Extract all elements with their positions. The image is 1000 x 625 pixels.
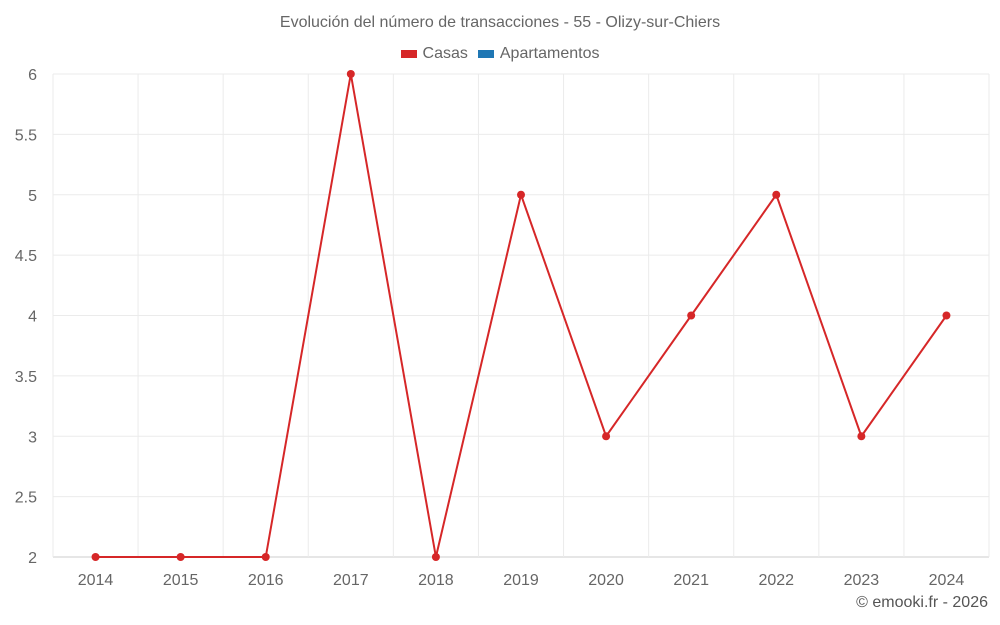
x-tick-label: 2019 <box>503 572 539 589</box>
x-tick-label: 2021 <box>673 572 709 589</box>
data-point <box>91 553 100 561</box>
y-tick-label: 2 <box>28 550 37 567</box>
legend: Casas Apartamentos <box>0 45 1000 63</box>
x-tick-label: 2018 <box>418 572 454 589</box>
x-tick-label: 2016 <box>248 572 284 589</box>
y-tick-label: 6 <box>28 67 37 84</box>
legend-swatch-apartamentos <box>477 50 494 58</box>
credit-text: © emooki.fr - 2026 <box>856 594 988 611</box>
chart-title: Evolución del número de transacciones - … <box>279 14 721 31</box>
y-tick-label: 3 <box>28 429 37 446</box>
y-tick-label: 2.5 <box>15 490 37 507</box>
legend-label-casas: Casas <box>422 45 468 62</box>
legend-swatch-casas <box>400 50 417 58</box>
data-point <box>942 311 951 320</box>
y-tick-label: 5.5 <box>15 127 37 144</box>
x-tick-label: 2022 <box>758 572 794 589</box>
y-tick-label: 4 <box>28 309 37 326</box>
data-point <box>687 311 696 320</box>
y-tick-label: 4.5 <box>15 248 37 265</box>
y-tick-label: 5 <box>28 188 37 205</box>
legend-label-apartamentos: Apartamentos <box>499 45 600 62</box>
x-tick-label: 2024 <box>929 572 965 589</box>
data-point <box>431 553 440 561</box>
x-tick-label: 2020 <box>588 572 624 589</box>
data-point <box>261 553 270 561</box>
legend-item-apartamentos[interactable]: Apartamentos <box>477 45 600 63</box>
data-point <box>517 190 525 199</box>
data-point <box>346 70 355 78</box>
x-tick-label: 2023 <box>844 572 880 589</box>
x-tick-label: 2017 <box>333 572 369 589</box>
x-tick-label: 2015 <box>163 572 199 589</box>
data-point <box>176 553 185 561</box>
y-tick-label: 3.5 <box>15 369 37 386</box>
data-point <box>602 432 611 441</box>
data-point <box>857 432 866 441</box>
data-point <box>772 190 781 199</box>
x-tick-label: 2014 <box>78 572 114 589</box>
legend-item-casas[interactable]: Casas <box>400 45 468 63</box>
